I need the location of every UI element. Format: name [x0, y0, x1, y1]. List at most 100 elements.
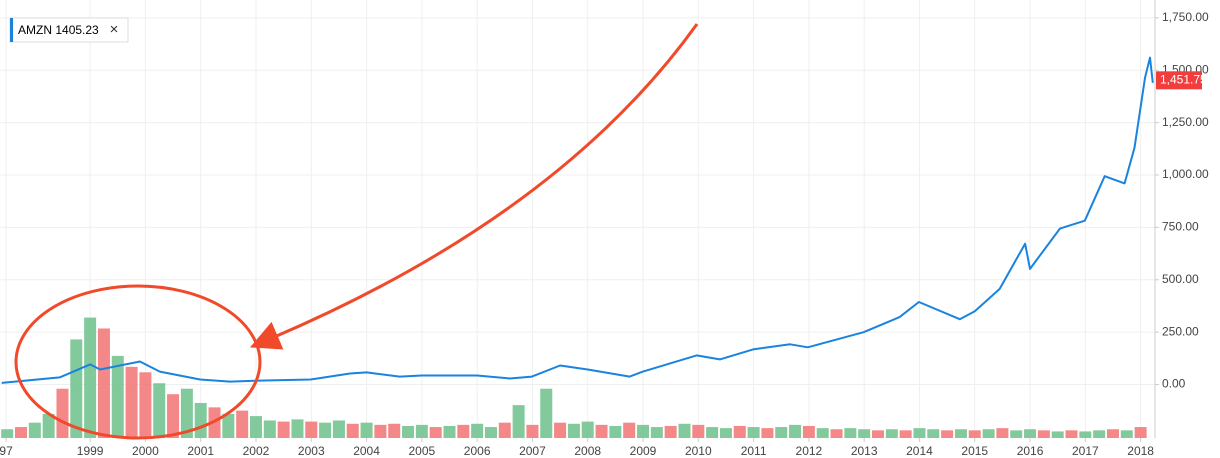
volume-bar — [719, 428, 732, 438]
volume-bar — [402, 425, 415, 438]
volume-bar — [277, 421, 290, 438]
volume-bar — [1134, 427, 1147, 438]
volume-bar — [443, 425, 456, 438]
volume-bar — [194, 402, 207, 438]
x-tick-label: 2012 — [796, 444, 823, 458]
volume-bar — [982, 429, 995, 438]
volume-bar — [761, 428, 774, 438]
volume-bar — [263, 420, 276, 438]
x-tick-label: 2011 — [741, 444, 767, 458]
volume-bar — [941, 430, 954, 438]
volume-bar — [913, 428, 926, 438]
volume-bar — [360, 422, 373, 438]
volume — [1, 317, 1147, 438]
volume-bar — [927, 429, 940, 438]
volume-bar — [595, 424, 608, 438]
volume-bar — [1051, 431, 1064, 438]
x-tick-label: 2000 — [132, 444, 159, 458]
price-line — [1, 56, 1154, 384]
volume-bar — [816, 428, 829, 438]
volume-bar — [125, 366, 138, 438]
y-tick-label: 500.00 — [1162, 272, 1199, 286]
x-tick-label: 2017 — [1072, 444, 1099, 458]
y-tick-label: 1,000.00 — [1162, 167, 1209, 181]
volume-bar — [802, 425, 815, 438]
y-tick-label: 1,250.00 — [1162, 115, 1209, 129]
volume-bar — [111, 355, 124, 438]
legend-box — [9, 17, 129, 43]
volume-bar — [97, 328, 110, 438]
legend-name: AMZN — [18, 23, 52, 37]
legend-label: AMZN 1405.23 — [18, 23, 99, 37]
volume-bar — [457, 424, 470, 438]
x-tick-label: 2003 — [298, 444, 325, 458]
volume-bar — [167, 394, 180, 438]
last-price-tag — [1156, 71, 1202, 90]
volume-bar — [498, 422, 511, 438]
plot — [1, 56, 1154, 384]
volume-bar — [968, 430, 981, 438]
volume-bar — [70, 339, 83, 438]
volume-bar — [885, 429, 898, 438]
volume-bar — [1120, 430, 1133, 438]
x-tick-label: 2004 — [353, 444, 380, 458]
legend-swatch — [10, 18, 13, 42]
x-tick-label: 2009 — [630, 444, 657, 458]
volume-bar — [1079, 431, 1092, 438]
volume-bar — [664, 425, 677, 438]
volume-bar — [305, 421, 318, 438]
volume-bar — [1065, 430, 1078, 438]
volume-bar — [15, 427, 28, 438]
volume-bar — [789, 424, 802, 438]
volume-bar — [222, 413, 235, 438]
volume-bar — [706, 427, 719, 438]
volume-bar — [650, 427, 663, 438]
volume-bar — [609, 425, 622, 438]
volume-bar — [996, 428, 1009, 438]
volume-bar — [554, 422, 567, 438]
x-tick-label: 2006 — [464, 444, 491, 458]
volume-bar — [153, 383, 166, 438]
y-tick-label: 0.00 — [1162, 377, 1186, 391]
annotation-circle — [14, 284, 262, 440]
volume-bar — [830, 429, 843, 438]
x-tick-label: 2001 — [187, 444, 214, 458]
x-tick-label: 97 — [0, 444, 13, 458]
volume-bar — [332, 420, 345, 438]
volume-bar — [567, 423, 580, 438]
volume-bar — [388, 423, 401, 438]
volume-bar — [747, 427, 760, 438]
volume-bar — [139, 372, 152, 438]
volume-bar — [623, 422, 636, 438]
volume-bar — [540, 388, 553, 438]
volume-bar — [236, 410, 249, 438]
volume-bar — [844, 428, 857, 438]
y-tick-label: 750.00 — [1162, 220, 1199, 234]
volume-bar — [692, 424, 705, 438]
axes: 0.00 250.00 500.00 750.00 1,000.00 1,250.00 1,… — [0, 10, 1209, 458]
volume-bar — [1037, 430, 1050, 438]
x-tick-label: 2013 — [851, 444, 878, 458]
volume-bar — [291, 419, 304, 438]
volume-bar — [526, 424, 539, 438]
volume-bar — [1024, 429, 1037, 438]
volume-bar — [471, 423, 484, 438]
volume-bar — [954, 429, 967, 438]
legend-value: 1405.23 — [55, 23, 99, 37]
legend-close[interactable]: × — [110, 21, 119, 38]
y-tick-label: 250.00 — [1162, 324, 1199, 338]
volume-bar — [484, 427, 497, 438]
grid — [0, 0, 1155, 438]
volume-bar — [56, 388, 69, 438]
x-tick-label: 2002 — [243, 444, 270, 458]
x-tick-label: 2014 — [906, 444, 933, 458]
volume-bar — [28, 422, 41, 438]
x-tick-label: 2007 — [519, 444, 546, 458]
volume-bar — [899, 430, 912, 438]
legend: AMZN 1405.23 × — [9, 17, 129, 43]
x-tick-label: 1999 — [77, 444, 104, 458]
x-tick-label: 2015 — [961, 444, 988, 458]
x-tick-label: 2016 — [1017, 444, 1044, 458]
